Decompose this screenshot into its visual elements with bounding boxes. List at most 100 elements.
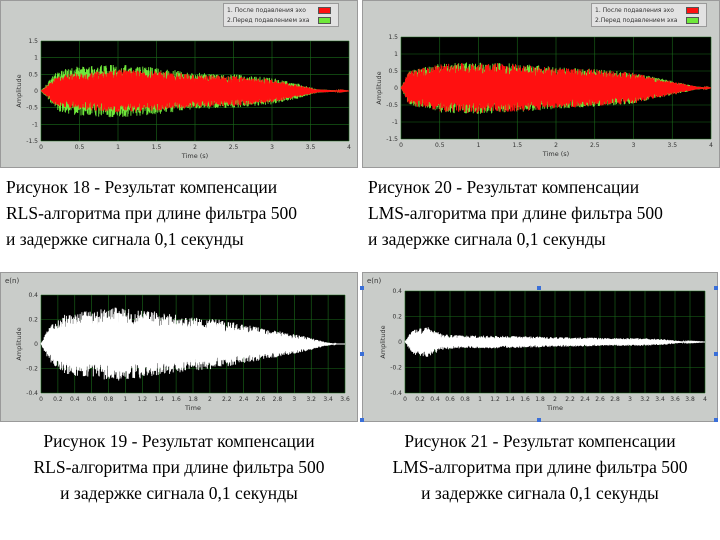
y-tick-label: 1.5 — [388, 34, 398, 41]
x-tick-label: 2.4 — [580, 396, 590, 403]
caption-line: Рисунок 18 - Результат компенсации — [6, 177, 278, 197]
x-tick-label: 1.5 — [512, 142, 522, 149]
y-tick-label: 1 — [34, 55, 38, 62]
legend-fig20: 1. После подавления эхо 2.Перед подавлен… — [591, 3, 707, 27]
x-tick-label: 0 — [39, 396, 43, 403]
series-line — [400, 62, 711, 114]
x-tick-label: 2.2 — [222, 396, 232, 403]
caption-fig21: Рисунок 21 - Результат компенсации LMS-а… — [362, 428, 718, 506]
y-axis-label: Amplitude — [15, 327, 23, 360]
selection-handle[interactable] — [714, 352, 718, 356]
selection-handle[interactable] — [360, 352, 364, 356]
x-tick-label: 2.6 — [256, 396, 266, 403]
x-tick-label: 0.8 — [460, 396, 470, 403]
x-tick-label: 1.8 — [535, 396, 545, 403]
y-tick-label: 0.2 — [28, 317, 38, 324]
x-tick-label: 2.5 — [229, 144, 239, 151]
x-tick-label: 0.6 — [87, 396, 97, 403]
x-tick-label: 3.6 — [340, 396, 350, 403]
x-tick-label: 1.4 — [154, 396, 164, 403]
x-tick-label: 2.4 — [239, 396, 249, 403]
x-tick-label: 2 — [193, 144, 197, 151]
caption-line: LMS-алгоритма при длине фильтра 500 — [368, 203, 663, 223]
x-tick-label: 1.6 — [171, 396, 181, 403]
legend-label: 1. После подавления эхо — [595, 7, 674, 14]
caption-fig18: Рисунок 18 - Результат компенсации RLS-а… — [6, 174, 297, 252]
x-tick-label: 3.8 — [685, 396, 695, 403]
x-tick-label: 2 — [553, 396, 557, 403]
selection-handle[interactable] — [714, 418, 718, 422]
caption-line: Рисунок 19 - Результат компенсации — [43, 431, 315, 451]
caption-line: и задержке сигнала 0,1 секунды — [6, 229, 244, 249]
x-tick-label: 0 — [403, 396, 407, 403]
selection-handle[interactable] — [714, 286, 718, 290]
caption-fig20: Рисунок 20 - Результат компенсации LMS-а… — [368, 174, 663, 252]
y-tick-label: 0.4 — [28, 292, 38, 299]
x-tick-label: 1.4 — [505, 396, 515, 403]
y-tick-label: 0.4 — [392, 288, 402, 295]
y-tick-label: -1 — [392, 119, 398, 126]
x-tick-label: 1.5 — [152, 144, 162, 151]
y-tick-label: 0 — [398, 339, 402, 346]
y-tick-label: 1 — [394, 51, 398, 58]
x-tick-label: 2 — [208, 396, 212, 403]
x-tick-label: 0.5 — [435, 142, 445, 149]
series-line — [404, 327, 705, 358]
x-tick-label: 2.8 — [273, 396, 283, 403]
x-tick-label: 3.2 — [306, 396, 316, 403]
selection-handle[interactable] — [537, 418, 541, 422]
y-axis-label: Amplitude — [375, 71, 383, 104]
selection-handle[interactable] — [537, 286, 541, 290]
legend-swatch-before — [318, 17, 331, 24]
x-tick-label: 1.2 — [138, 396, 148, 403]
legend-label: 2.Перед подавлением эха — [227, 17, 310, 24]
x-tick-label: 2.2 — [565, 396, 575, 403]
chart-panel-fig21: 0 0.2 0.4 0.6 0.8 1 1.2 1.4 1.6 1.8 2 2.2 2.4 2.6 2.8 3… — [362, 272, 718, 422]
x-tick-label: 0.4 — [430, 396, 440, 403]
x-tick-label: 4 — [703, 396, 707, 403]
caption-fig19: Рисунок 19 - Результат компенсации RLS-а… — [0, 428, 358, 506]
x-tick-label: 2.8 — [610, 396, 620, 403]
x-tick-label: 0.5 — [75, 144, 85, 151]
chart-title: e(n) — [5, 277, 19, 285]
caption-line: и задержке сигнала 0,1 секунды — [368, 229, 606, 249]
caption-line: Рисунок 21 - Результат компенсации — [404, 431, 676, 451]
x-tick-label: 2.5 — [590, 142, 600, 149]
selection-handle[interactable] — [360, 418, 364, 422]
series-line — [400, 63, 711, 114]
x-tick-label: 3.6 — [670, 396, 680, 403]
x-tick-label: 3 — [270, 144, 274, 151]
y-tick-label: -0.4 — [390, 390, 402, 397]
caption-line: и задержке сигнала 0,1 секунды — [421, 483, 659, 503]
y-tick-label: -1.5 — [386, 136, 398, 143]
y-tick-label: 0.2 — [392, 314, 402, 321]
series-line — [40, 307, 345, 381]
y-tick-label: 0.5 — [388, 68, 398, 75]
x-tick-label: 2.6 — [595, 396, 605, 403]
x-tick-label: 2 — [554, 142, 558, 149]
x-tick-label: 3.4 — [655, 396, 665, 403]
y-tick-label: -0.2 — [26, 366, 38, 373]
chart-title: e(n) — [367, 277, 381, 285]
legend-swatch-before — [686, 17, 699, 24]
y-tick-label: 0.5 — [28, 71, 38, 78]
x-tick-label: 1.8 — [188, 396, 198, 403]
x-tick-label: 1 — [124, 396, 128, 403]
legend-swatch-after — [318, 7, 331, 14]
y-tick-label: 0 — [34, 341, 38, 348]
chart-panel-fig19: 0 0.2 0.4 0.6 0.8 1 1.2 1.4 1.6 1.8 2 2.2 2.4 2.6 2.8 3… — [0, 272, 358, 422]
x-tick-label: 3 — [628, 396, 632, 403]
x-tick-label: 4 — [347, 144, 351, 151]
x-tick-label: 0.6 — [445, 396, 455, 403]
y-tick-label: -0.4 — [26, 390, 38, 397]
chart-fig19: 0 0.2 0.4 0.6 0.8 1 1.2 1.4 1.6 1.8 2 2.2 2.4 2.6 2.8 3… — [5, 277, 350, 412]
y-tick-label: -0.5 — [386, 102, 398, 109]
selection-handle[interactable] — [360, 286, 364, 290]
chart-fig18: 0 0.5 1 1.5 2 2.5 3 3.5 4 1.5 1 0.5 0 -0.5 -1 -1.5 Time … — [15, 38, 351, 160]
legend-swatch-after — [686, 7, 699, 14]
x-tick-label: 0 — [399, 142, 403, 149]
chart-fig20: 0 0.5 1 1.5 2 2.5 3 3.5 4 1.5 1 0.5 0 -0.5 -1 -1.5 Time … — [375, 34, 713, 158]
x-tick-label: 0.2 — [53, 396, 63, 403]
legend-fig18: 1. После подавления эхо 2.Перед подавлен… — [223, 3, 339, 27]
y-axis-label: Amplitude — [15, 74, 23, 107]
